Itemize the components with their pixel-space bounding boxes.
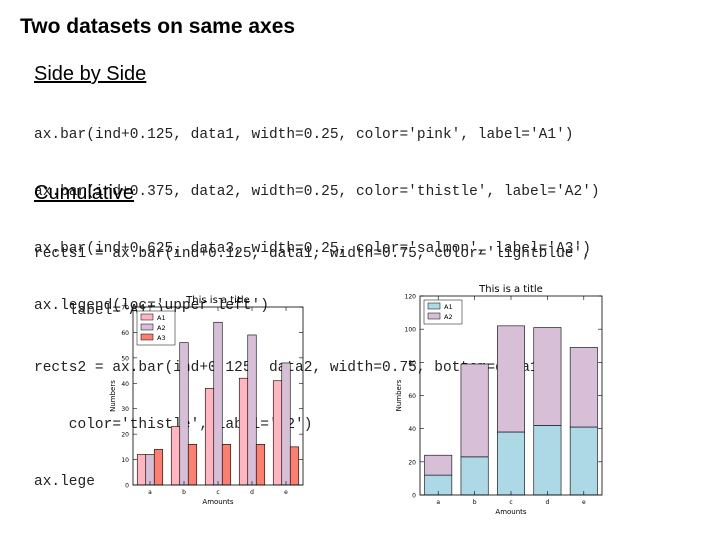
bar-a2-c xyxy=(497,325,525,433)
cumulative-bar-chart: This is a title 0 20 40 60 80 100 120 a b c d e Amoun… xyxy=(395,284,603,515)
section-heading-side-by-side: Side by Side xyxy=(34,63,147,85)
code-block-side-by-side: ax.bar(ind+0.125, data1, width=0.25, col… xyxy=(34,88,600,335)
bar-a3-c xyxy=(221,444,232,486)
legend-label-a2: A2 xyxy=(444,313,453,321)
bar-a3-e xyxy=(289,446,300,486)
bar-a2-b xyxy=(460,363,489,458)
chart-title: This is a title xyxy=(478,284,543,295)
code-line: ax.bar(ind+0.125, data1, width=0.25, col… xyxy=(34,127,574,143)
y-tick-label: 20 xyxy=(408,459,416,466)
x-tick-label: a xyxy=(148,489,152,496)
legend-swatch-a2 xyxy=(427,312,441,320)
bar-a1-d xyxy=(533,425,562,496)
bar-a1-c xyxy=(204,388,215,486)
x-tick-label: a xyxy=(436,499,440,506)
bar-a3-a xyxy=(153,449,164,486)
code-line: ax.legend(loc='upper left') xyxy=(34,298,269,314)
bar-a2-a xyxy=(424,454,453,476)
y-axis-label: Numbers xyxy=(109,380,117,412)
bar-a1-e xyxy=(272,380,283,486)
y-axis-label: Numbers xyxy=(395,379,403,411)
x-tick-label: e xyxy=(582,499,586,506)
bar-a2-c xyxy=(213,321,223,486)
code-line: ax.bar(ind+0.375, data2, width=0.25, col… xyxy=(34,184,600,200)
y-tick-label: 10 xyxy=(121,457,129,464)
y-tick-label: 60 xyxy=(408,393,416,400)
bar-a2-d xyxy=(533,327,562,426)
bar-a2-e xyxy=(281,362,291,486)
bar-a1-b xyxy=(170,426,181,486)
legend-label-a1: A1 xyxy=(157,314,166,322)
y-tick-label: 80 xyxy=(408,360,416,367)
y-tick-label: 0 xyxy=(125,483,129,490)
y-tick-label: 70 xyxy=(121,305,129,312)
section-heading-cumulative: Cumulative xyxy=(34,182,135,204)
bar-a2-d xyxy=(247,334,257,486)
bar-a2-b xyxy=(179,342,189,486)
x-axis-label: Amounts xyxy=(495,508,527,515)
bar-a2-e xyxy=(569,347,598,428)
y-tick-label: 40 xyxy=(121,381,129,388)
y-tick-label: 20 xyxy=(121,432,129,439)
side-by-side-bar-chart: This is a title 0 10 20 30 40 50 60 70 a b c d e Amoun… xyxy=(109,295,304,506)
x-tick-label: b xyxy=(473,499,477,506)
y-tick-label: 0 xyxy=(412,493,416,500)
bar-a1-d xyxy=(238,377,249,486)
y-tick-label: 30 xyxy=(121,406,129,413)
x-tick-label: d xyxy=(250,489,254,496)
x-tick-label: c xyxy=(216,489,219,496)
legend-label-a3: A3 xyxy=(157,334,166,342)
y-tick-label: 60 xyxy=(121,330,129,337)
slide-title: Two datasets on same axes xyxy=(20,15,296,38)
bar-a1-e xyxy=(569,426,598,496)
legend-label-a2: A2 xyxy=(157,324,166,332)
y-tick-label: 120 xyxy=(405,294,417,301)
x-tick-label: b xyxy=(182,489,186,496)
legend-swatch-a1 xyxy=(427,302,441,310)
x-tick-label: c xyxy=(509,499,512,506)
y-tick-label: 40 xyxy=(408,426,416,433)
legend-swatch-a1 xyxy=(140,313,154,321)
legend-swatch-a3 xyxy=(140,333,154,341)
code-line: ax.lege xyxy=(34,474,95,490)
legend-label-a1: A1 xyxy=(444,303,453,311)
bar-a1-a xyxy=(136,454,147,486)
bar-a2-a xyxy=(145,454,155,486)
code-line: rects1 = ax.bar(ind+0.125, data1, width=… xyxy=(34,246,591,262)
legend-swatch-a2 xyxy=(140,323,154,331)
y-tick-label: 100 xyxy=(405,327,417,334)
code-line: ax.bar(ind+0.625, data3, width=0.25, col… xyxy=(34,241,591,257)
bar-a1-b xyxy=(460,456,489,496)
bar-a3-d xyxy=(255,444,266,486)
bar-a1-c xyxy=(497,431,525,496)
x-tick-label: d xyxy=(545,499,549,506)
x-axis-label: Amounts xyxy=(202,498,234,506)
bar-a3-b xyxy=(187,444,198,486)
chart-title: This is a title xyxy=(185,295,250,306)
y-tick-label: 50 xyxy=(121,355,129,362)
x-tick-label: e xyxy=(284,489,288,496)
